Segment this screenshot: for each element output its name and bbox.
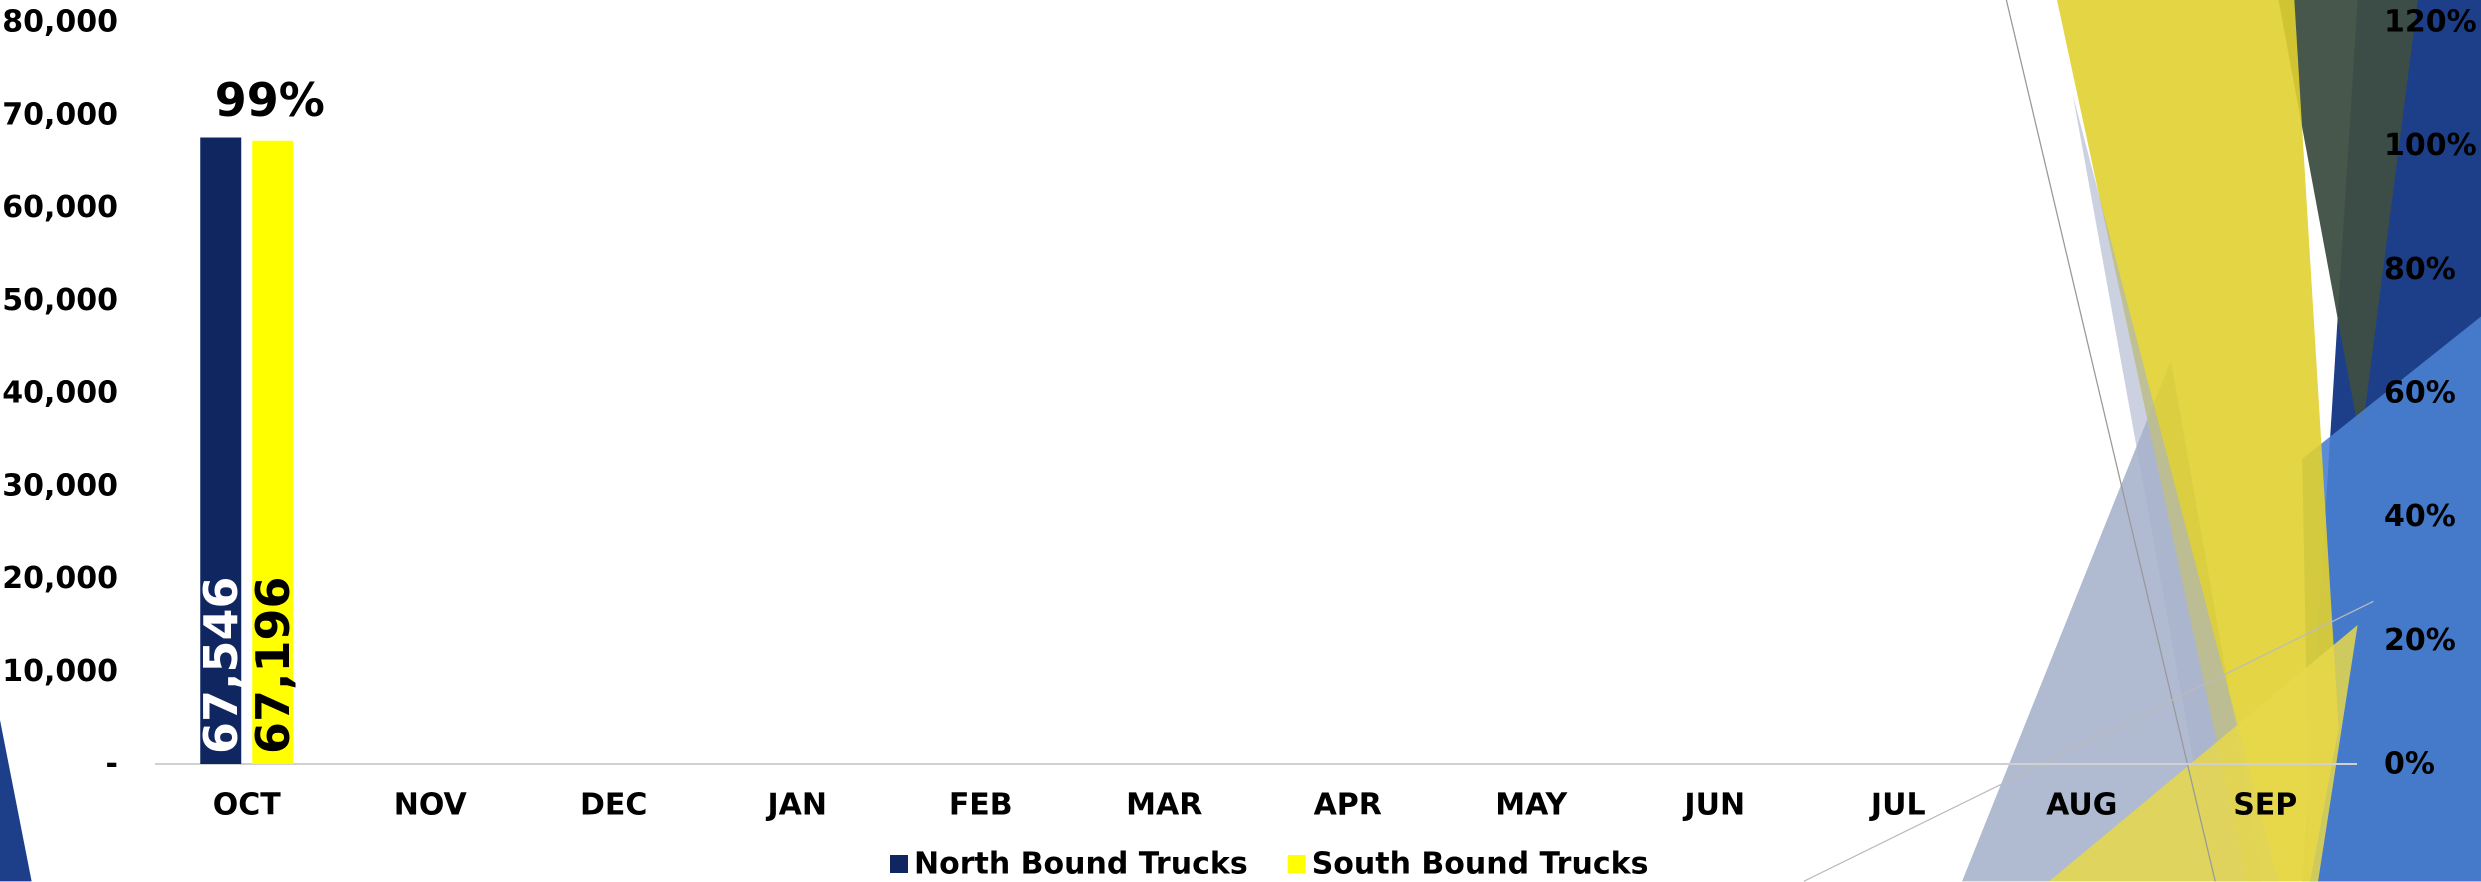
decor-line [2005, 0, 2216, 882]
y2-tick-label: 120% [2384, 5, 2477, 40]
percent-label: 99% [215, 73, 325, 127]
y2-tick-label: 40% [2384, 499, 2456, 534]
y2-tick-label: 80% [2384, 252, 2456, 287]
y-tick-label: 50,000 [2, 283, 118, 318]
decor-shape [0, 719, 32, 882]
y-tick-label: 30,000 [2, 468, 118, 503]
y-tick-label: 70,000 [2, 97, 118, 132]
legend-swatch [1287, 855, 1306, 873]
legend-swatch [890, 855, 908, 873]
y-tick-label: 80,000 [2, 5, 118, 40]
y2-tick-label: 100% [2384, 128, 2477, 163]
bar [252, 140, 294, 765]
x-tick-label: DEC [580, 788, 647, 823]
x-tick-label: JUN [1682, 788, 1745, 823]
decor-line [1803, 600, 2374, 882]
x-tick-label: JUL [1869, 788, 1926, 823]
y-tick-label: - [106, 747, 118, 782]
legend-label: North Bound Trucks [914, 847, 1248, 882]
legend-label: South Bound Trucks [1312, 847, 1649, 882]
x-tick-label: JAN [766, 788, 828, 823]
y2-tick-label: 60% [2384, 376, 2456, 411]
x-tick-label: SEP [2233, 788, 2297, 823]
y-tick-label: 10,000 [2, 654, 118, 689]
y2-tick-label: 0% [2384, 747, 2435, 782]
decor-shape [2056, 0, 2339, 882]
decor-shape [2302, 316, 2481, 882]
bar [200, 137, 242, 764]
bar-value-label: 67,546 [194, 576, 248, 754]
x-tick-label: NOV [394, 788, 468, 823]
x-tick-label: MAY [1495, 788, 1568, 823]
x-tick-label: MAR [1126, 788, 1202, 823]
decor-shape [2278, 0, 2418, 444]
x-tick-label: OCT [213, 788, 282, 823]
bar-value-label: 67,196 [246, 576, 300, 754]
y-tick-label: 40,000 [2, 376, 118, 411]
y-tick-label: 60,000 [2, 190, 118, 225]
y-tick-label: 20,000 [2, 561, 118, 596]
y2-tick-label: 20% [2384, 623, 2456, 658]
x-tick-label: AUG [2046, 788, 2117, 823]
x-tick-label: FEB [949, 788, 1013, 823]
x-tick-label: APR [1314, 788, 1382, 823]
